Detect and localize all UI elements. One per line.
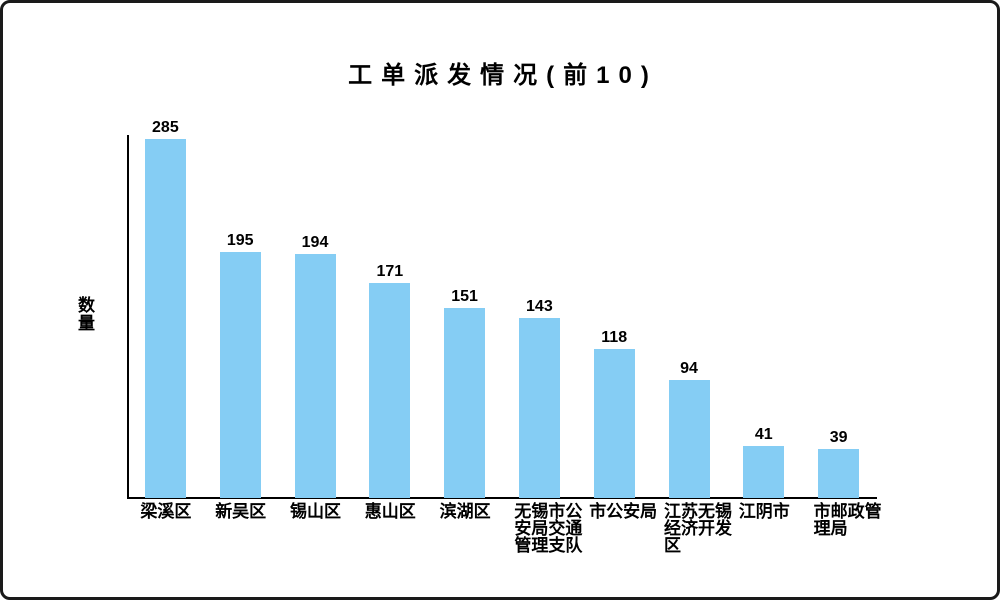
bar [144, 139, 186, 498]
bar [518, 318, 560, 498]
x-axis-tick-label: 无锡市公安局交通管理支队 [514, 502, 583, 555]
bar [294, 254, 336, 498]
y-axis-line [127, 135, 129, 499]
bar [818, 449, 860, 498]
bar-value-label: 94 [680, 360, 698, 377]
bar-value-label: 143 [526, 298, 553, 315]
bar-value-label: 118 [601, 329, 628, 346]
bar [444, 308, 486, 498]
y-axis-title: 数量 [78, 296, 95, 333]
x-axis-tick-label: 江阴市 [738, 502, 790, 521]
bar [743, 446, 785, 498]
x-axis-tick-label: 梁溪区 [140, 502, 192, 521]
bar-value-label: 285 [152, 119, 179, 136]
x-axis-line [127, 497, 877, 499]
x-axis-tick-label: 市公安局 [589, 502, 658, 521]
chart-title: 工单派发情况(前10) [348, 62, 658, 89]
bar [369, 283, 411, 498]
x-axis-tick-label: 江苏无锡经济开发区 [664, 502, 732, 555]
bar [219, 252, 261, 498]
x-axis-tick-label: 锡山区 [290, 502, 341, 521]
bar-value-label: 39 [829, 429, 848, 446]
bar [593, 349, 635, 498]
x-axis-tick-label: 滨湖区 [439, 502, 491, 521]
x-axis-tick-label: 新吴区 [215, 502, 267, 521]
bar-value-label: 41 [754, 426, 773, 443]
x-axis-tick-label: 惠山区 [364, 502, 416, 521]
bar-value-label: 171 [376, 263, 404, 280]
bar-value-label: 151 [451, 288, 478, 305]
x-axis-tick-label: 市邮政管理局 [813, 502, 882, 538]
bar [668, 380, 710, 498]
bar-value-label: 194 [301, 234, 329, 251]
bar-value-label: 195 [226, 232, 254, 249]
